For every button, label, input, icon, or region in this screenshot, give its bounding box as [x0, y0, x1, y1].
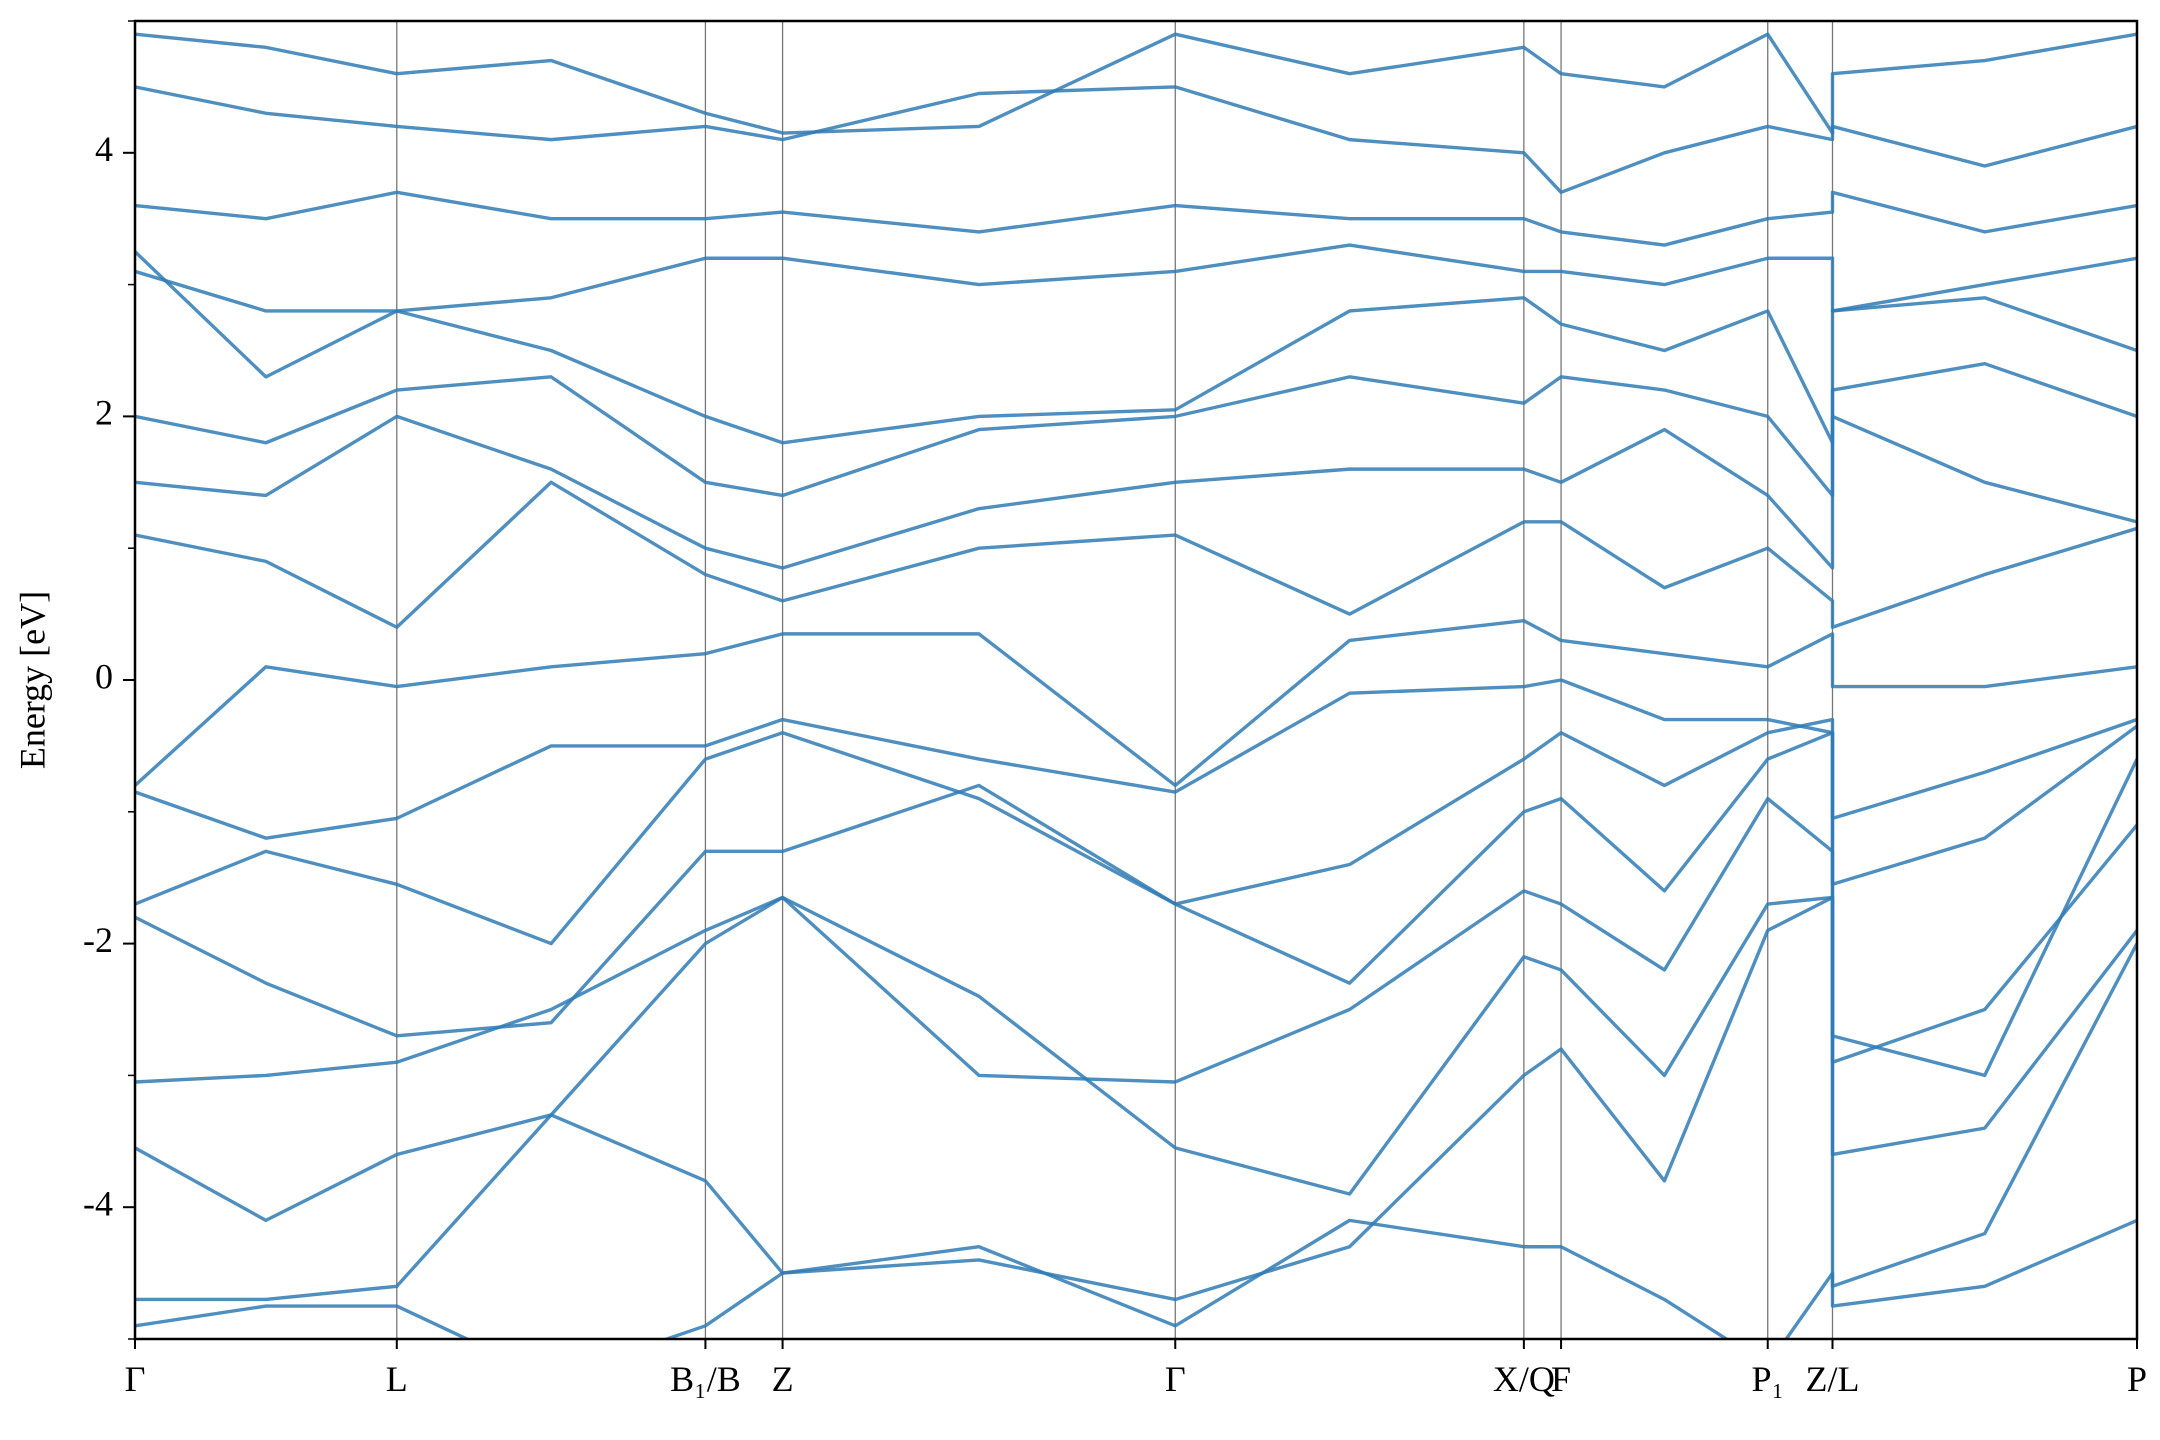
x-tick-label: P — [2127, 1359, 2147, 1399]
y-tick-label: -4 — [83, 1183, 113, 1223]
bands — [135, 32, 2137, 1339]
band-line — [135, 618, 2137, 788]
band-line — [135, 361, 2137, 498]
x-tick-label: B₁/B — [670, 1359, 741, 1399]
band-line — [135, 243, 2137, 379]
y-tick-label: 4 — [95, 129, 113, 169]
band-line — [135, 796, 2137, 1084]
band-line — [135, 678, 2137, 840]
band-line — [135, 895, 2137, 1302]
x-tick-label: P₁ — [1751, 1359, 1784, 1399]
y-axis-label: Energy [eV] — [12, 591, 52, 769]
band-line — [135, 32, 2137, 135]
band-line — [135, 414, 2137, 570]
x-tick-label: Z/L — [1806, 1359, 1860, 1399]
axes: Γ L B₁/B Z Γ X/QF P₁ Z/L P -4 -2 0 2 4 — [83, 20, 2147, 1399]
y-tick-label: 0 — [95, 656, 113, 696]
band-line — [135, 480, 2137, 629]
plot-frame — [133, 19, 2139, 1341]
y-tick-label: -2 — [83, 920, 113, 960]
x-tick-label: Z — [772, 1359, 794, 1399]
x-tick-label: L — [386, 1359, 408, 1399]
band-line — [135, 190, 2137, 247]
band-line — [135, 85, 2137, 195]
x-tick-label: Γ — [1165, 1359, 1186, 1399]
band-line — [135, 269, 2137, 445]
y-tick-label: 2 — [95, 393, 113, 433]
x-tick-label: F — [1551, 1359, 1571, 1399]
x-tick-label: X/Q — [1493, 1359, 1555, 1399]
band-line — [135, 895, 2137, 1223]
x-tick-label: Γ — [125, 1359, 146, 1399]
